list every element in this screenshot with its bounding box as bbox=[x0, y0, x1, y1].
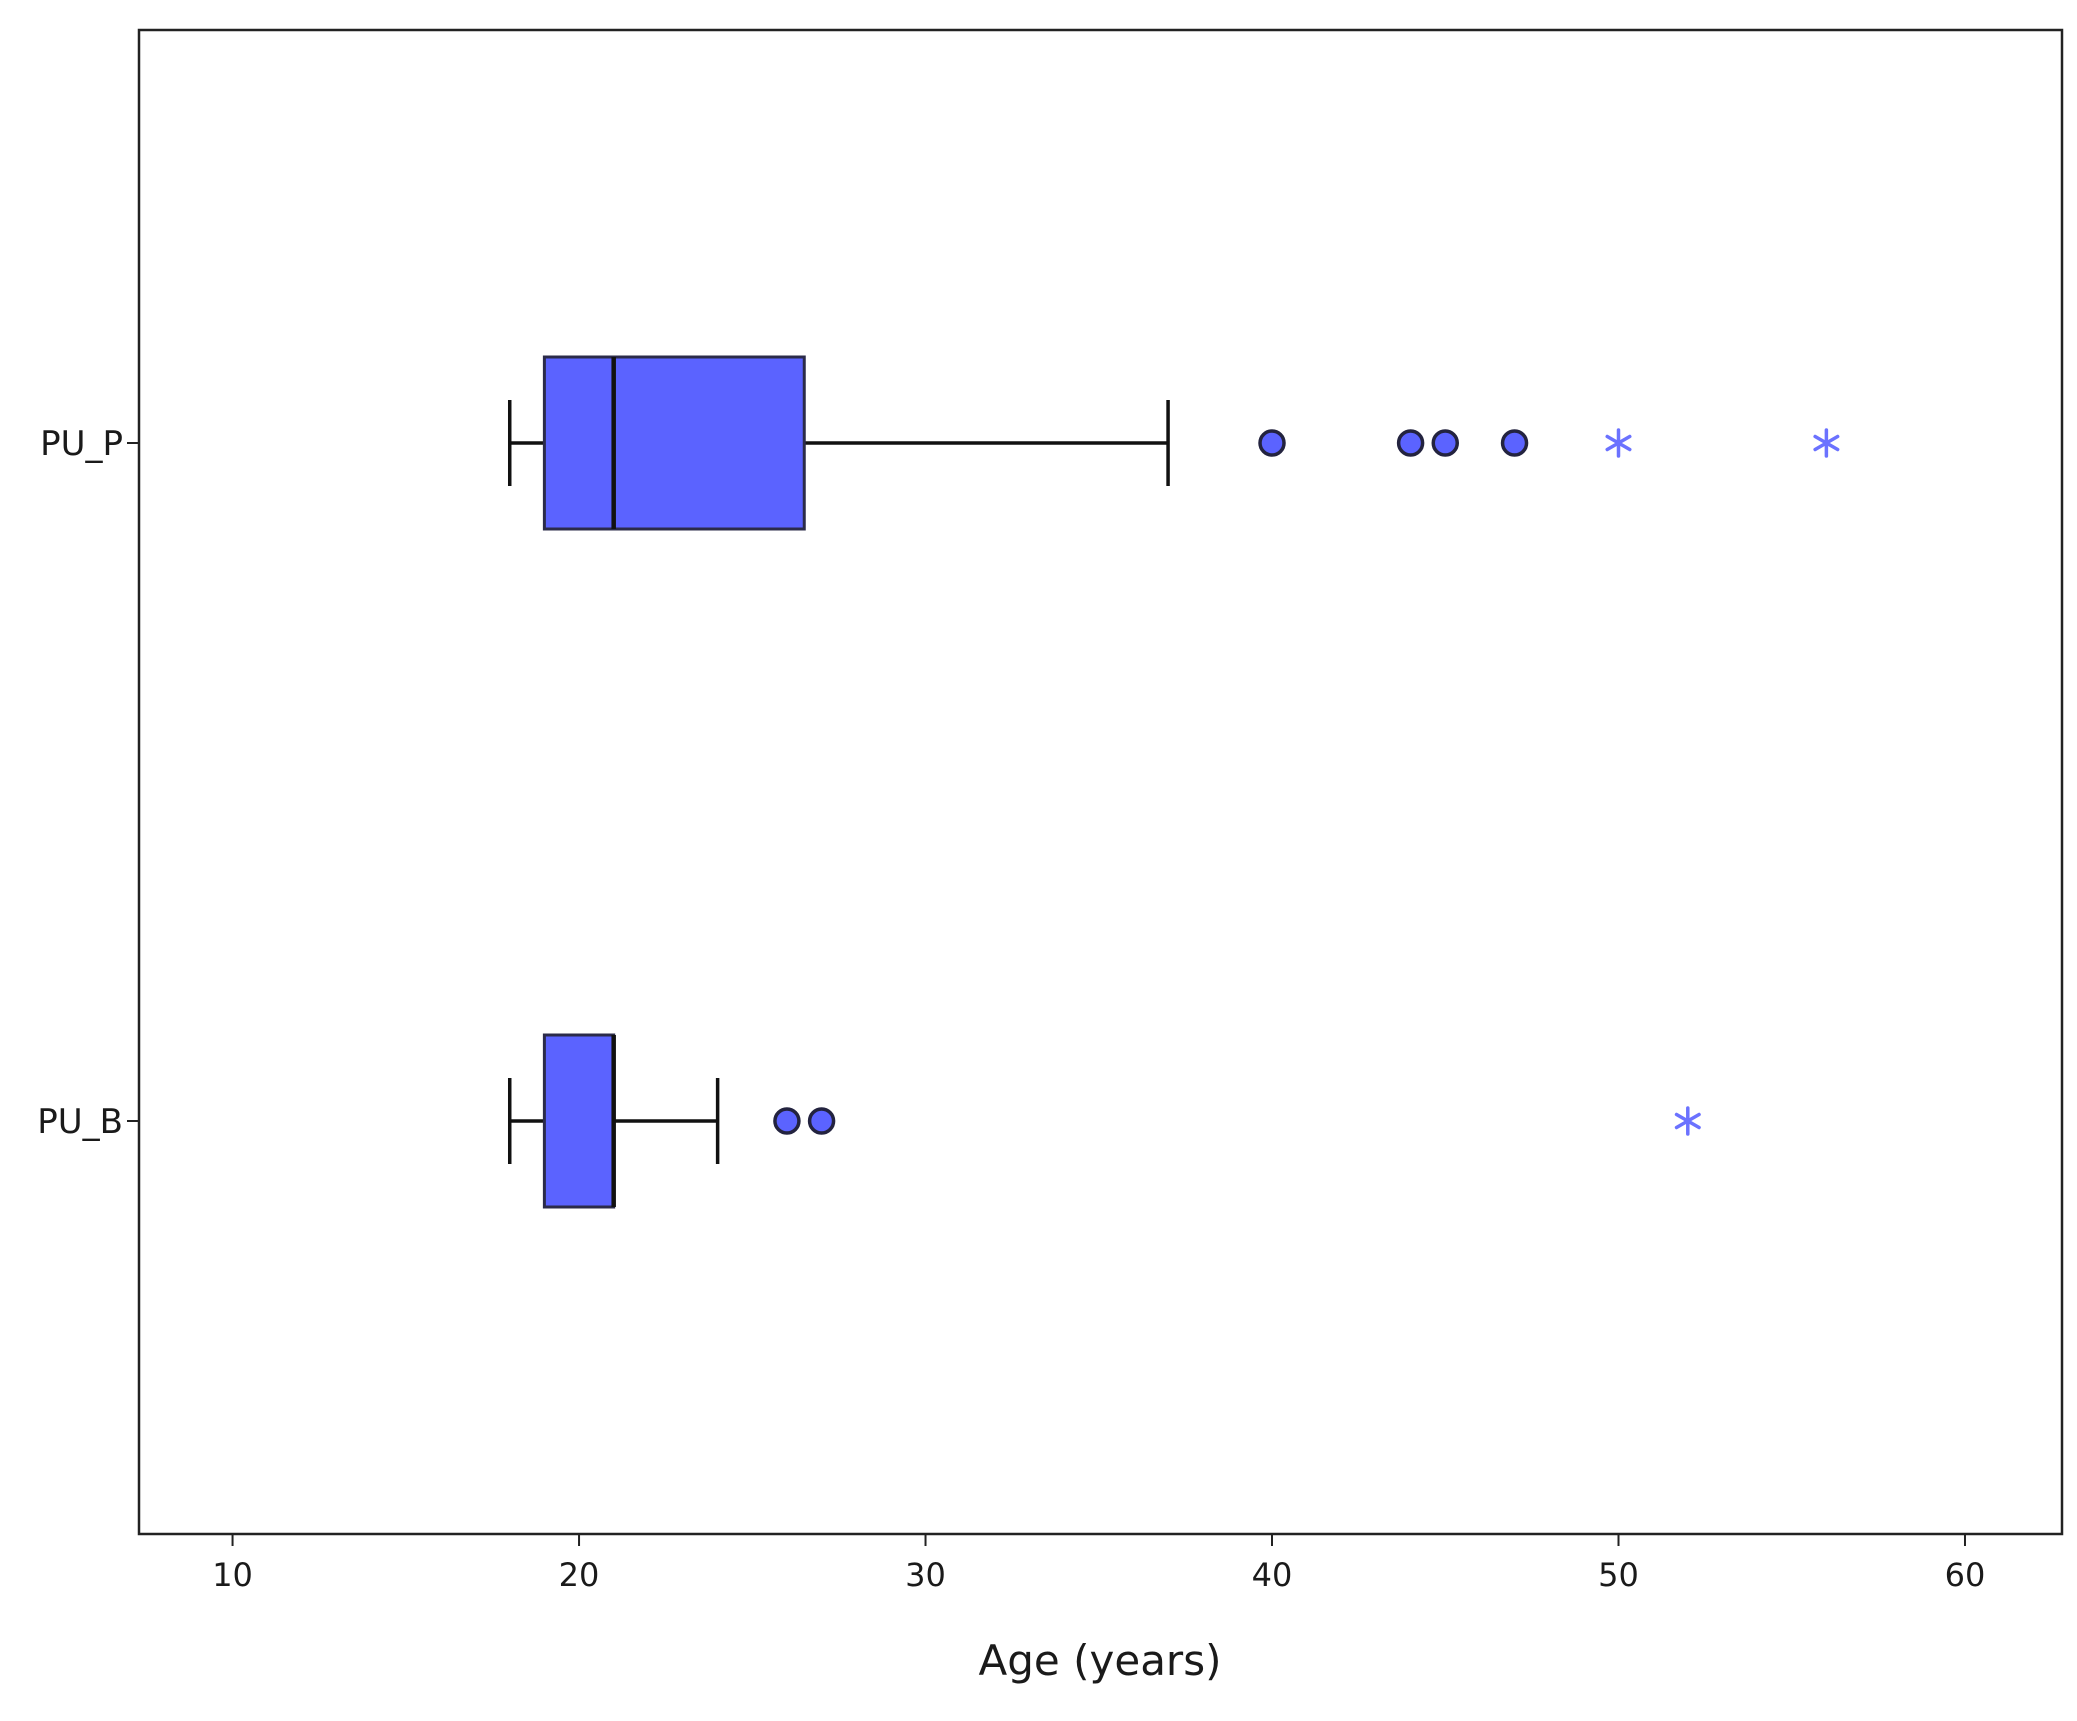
y-category-label: PU_P bbox=[40, 424, 123, 464]
outlier-point bbox=[1500, 429, 1529, 457]
extreme-asterisk bbox=[1605, 428, 1632, 458]
x-tick-label: 30 bbox=[905, 1556, 946, 1594]
x-tick-label: 60 bbox=[1945, 1556, 1986, 1594]
x-tick-label: 20 bbox=[559, 1556, 600, 1594]
x-tick-label: 10 bbox=[212, 1556, 253, 1594]
box-series-pu-p bbox=[507, 355, 1840, 531]
plot-frame bbox=[137, 28, 2064, 1536]
x-axis: 10 20 30 40 50 60 bbox=[212, 1534, 1985, 1594]
box-series-pu-b bbox=[507, 1033, 1701, 1209]
extreme-asterisk bbox=[1674, 1106, 1701, 1136]
iqr-box bbox=[542, 355, 806, 531]
extreme-asterisk bbox=[1813, 428, 1840, 458]
iqr-box bbox=[542, 1033, 616, 1209]
x-tick-label: 50 bbox=[1598, 1556, 1639, 1594]
box-group bbox=[507, 355, 1840, 1209]
y-axis: PU_P PU_B bbox=[37, 424, 139, 1142]
outlier-point bbox=[807, 1107, 836, 1135]
outlier-point bbox=[1258, 429, 1286, 457]
outlier-point bbox=[1431, 429, 1460, 457]
x-axis-title: Age (years) bbox=[979, 1636, 1222, 1685]
outlier-point bbox=[773, 1107, 801, 1135]
y-category-label: PU_B bbox=[37, 1102, 123, 1142]
outlier-point bbox=[1396, 429, 1425, 457]
x-tick-label: 40 bbox=[1252, 1556, 1293, 1594]
